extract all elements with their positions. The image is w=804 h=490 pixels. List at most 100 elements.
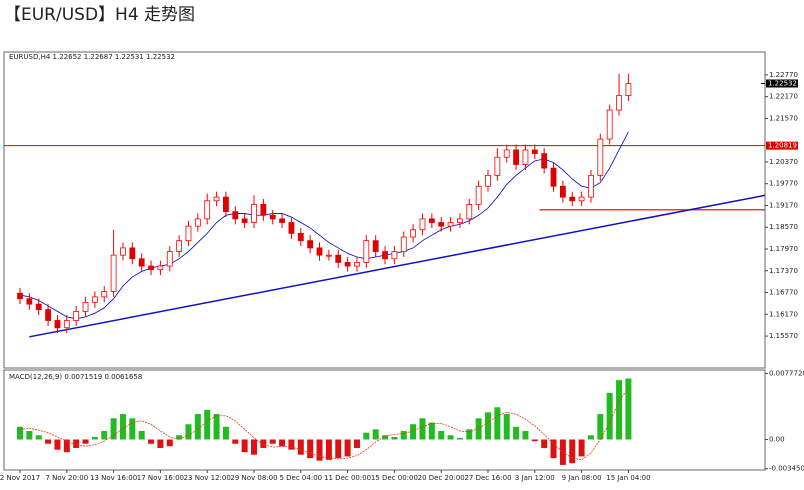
macd-bar: [428, 422, 435, 440]
chart-title: 【EUR/USD】H4 走势图: [4, 5, 195, 25]
candle-body: [616, 95, 622, 111]
y-tick-label: 1.19170: [769, 201, 798, 209]
candle-body: [391, 251, 398, 260]
macd-bar: [447, 435, 454, 440]
x-tick-label: 27 Dec 16:00: [464, 474, 511, 482]
macd-bar: [485, 412, 491, 440]
candle-body: [166, 251, 173, 267]
candle-body: [325, 254, 332, 257]
candle-body: [288, 222, 295, 234]
y-tick-label: 1.22770: [769, 71, 798, 79]
last-price-label: 1.22532: [768, 79, 797, 87]
candle-body: [223, 196, 229, 213]
y-tick-label: -0.003450: [769, 465, 804, 473]
macd-bar: [475, 418, 482, 440]
macd-bar: [503, 414, 510, 440]
macd-bar: [157, 439, 164, 448]
candle-body: [475, 185, 482, 205]
candle-body: [541, 153, 548, 169]
candle-body: [82, 301, 89, 312]
macd-bar: [363, 432, 370, 440]
macd-bar: [232, 439, 239, 444]
candle-body: [101, 291, 108, 298]
candle-body: [559, 185, 566, 198]
candle-body: [185, 225, 192, 242]
candle-body: [588, 174, 594, 198]
macd-bar: [522, 431, 529, 440]
candle-body: [176, 240, 183, 252]
candle-body: [35, 303, 42, 310]
y-tick-label: 1.16170: [769, 310, 798, 318]
macd-bar: [419, 418, 426, 440]
y-tick-label: 1.18570: [769, 223, 798, 231]
y-tick-label: 0.00: [769, 435, 785, 443]
macd-bar: [269, 439, 276, 444]
candle-body: [204, 200, 211, 220]
candle-body: [148, 265, 154, 271]
macd-bar: [213, 414, 220, 440]
x-tick-label: 20 Dec 20:00: [418, 474, 465, 482]
candle-body: [625, 83, 632, 96]
macd-bar: [335, 439, 342, 459]
candle-body: [307, 240, 314, 249]
macd-bar: [129, 418, 136, 440]
macd-bar: [372, 429, 379, 440]
macd-bar: [166, 439, 173, 447]
candle-body: [606, 109, 613, 140]
candle-body: [26, 298, 33, 305]
y-tick-label: 1.16770: [769, 289, 798, 297]
candle-body: [410, 229, 417, 238]
y-tick-label: 1.19770: [769, 180, 798, 188]
candle-body: [494, 156, 501, 176]
macd-bar: [410, 424, 417, 440]
macd-bar: [316, 439, 323, 461]
macd-bar: [597, 414, 604, 440]
y-tick-label: 1.21570: [769, 114, 798, 122]
candle-body: [194, 218, 201, 227]
macd-bar: [578, 439, 585, 457]
macd-bar: [222, 426, 229, 440]
macd-bar: [325, 439, 332, 460]
x-tick-label: 9 Jan 08:00: [562, 474, 602, 482]
macd-bar: [587, 435, 594, 440]
y-tick-label: 0.0077720: [769, 370, 804, 378]
y-tick-label: 1.17970: [769, 245, 798, 253]
macd-pane: [3, 369, 766, 471]
macd-bar: [119, 414, 126, 440]
macd-bar: [569, 439, 576, 464]
candle-body: [457, 218, 463, 223]
trend-line: [29, 194, 766, 338]
x-tick-label: 29 Nov 08:00: [230, 474, 277, 482]
macd-bar: [625, 378, 632, 440]
macd-bar: [382, 435, 389, 440]
candle-body: [485, 174, 491, 187]
x-tick-label: 15 Jan 04:00: [606, 474, 650, 482]
macd-bar: [466, 429, 473, 440]
candle-body: [447, 222, 454, 227]
x-tick-label: 11 Dec 00:00: [324, 474, 371, 482]
macd-signal: [19, 387, 629, 461]
macd-bar: [148, 439, 155, 444]
x-tick-label: 2 Nov 2017: [0, 474, 40, 482]
macd-bar: [101, 431, 108, 440]
candle-body: [232, 211, 239, 220]
candle-body: [213, 196, 220, 202]
macd-bar: [26, 431, 33, 440]
x-tick-label: 7 Nov 20:00: [45, 474, 88, 482]
macd-bar: [456, 437, 463, 440]
x-tick-label: 15 Dec 00:00: [371, 474, 418, 482]
x-tick-label: 5 Dec 04:00: [279, 474, 322, 482]
macd-bar: [241, 439, 248, 453]
y-tick-label: 1.22170: [769, 93, 798, 101]
candle-body: [110, 254, 117, 292]
x-tick-label: 13 Nov 16:00: [90, 474, 137, 482]
macd-bar: [494, 407, 501, 440]
candle-body: [73, 311, 80, 321]
candle-body: [63, 320, 70, 329]
price-tag: [766, 141, 798, 150]
macd-bar: [185, 424, 192, 440]
macd-header: MACD(12,26,9) 0.0071519 0.0061658: [9, 373, 142, 381]
macd-bar: [279, 439, 286, 447]
